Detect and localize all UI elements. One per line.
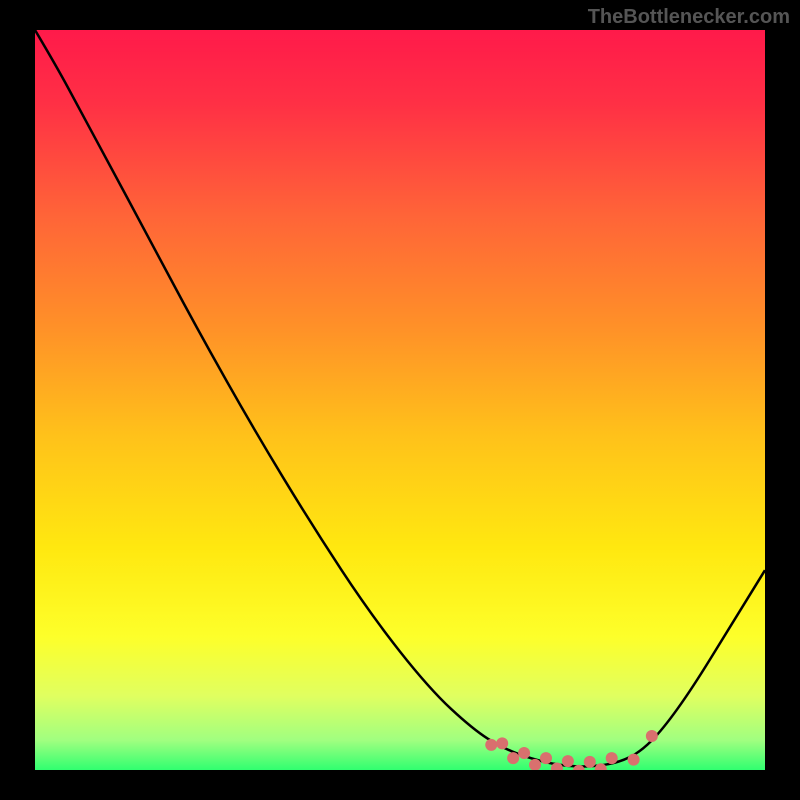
watermark-text: TheBottlenecker.com — [588, 6, 790, 29]
marker-dot — [507, 752, 519, 764]
curve-layer — [35, 30, 765, 770]
plot-area — [35, 30, 765, 770]
marker-dot — [496, 737, 508, 749]
marker-dot — [485, 739, 497, 751]
marker-dot — [646, 730, 658, 742]
marker-dot — [584, 756, 596, 768]
marker-dot — [628, 754, 640, 766]
chart-container: TheBottlenecker.com — [0, 0, 800, 800]
marker-dot — [540, 752, 552, 764]
bottleneck-curve — [35, 30, 765, 766]
marker-dot — [562, 755, 574, 767]
marker-dot — [518, 747, 530, 759]
marker-dot — [606, 752, 618, 764]
